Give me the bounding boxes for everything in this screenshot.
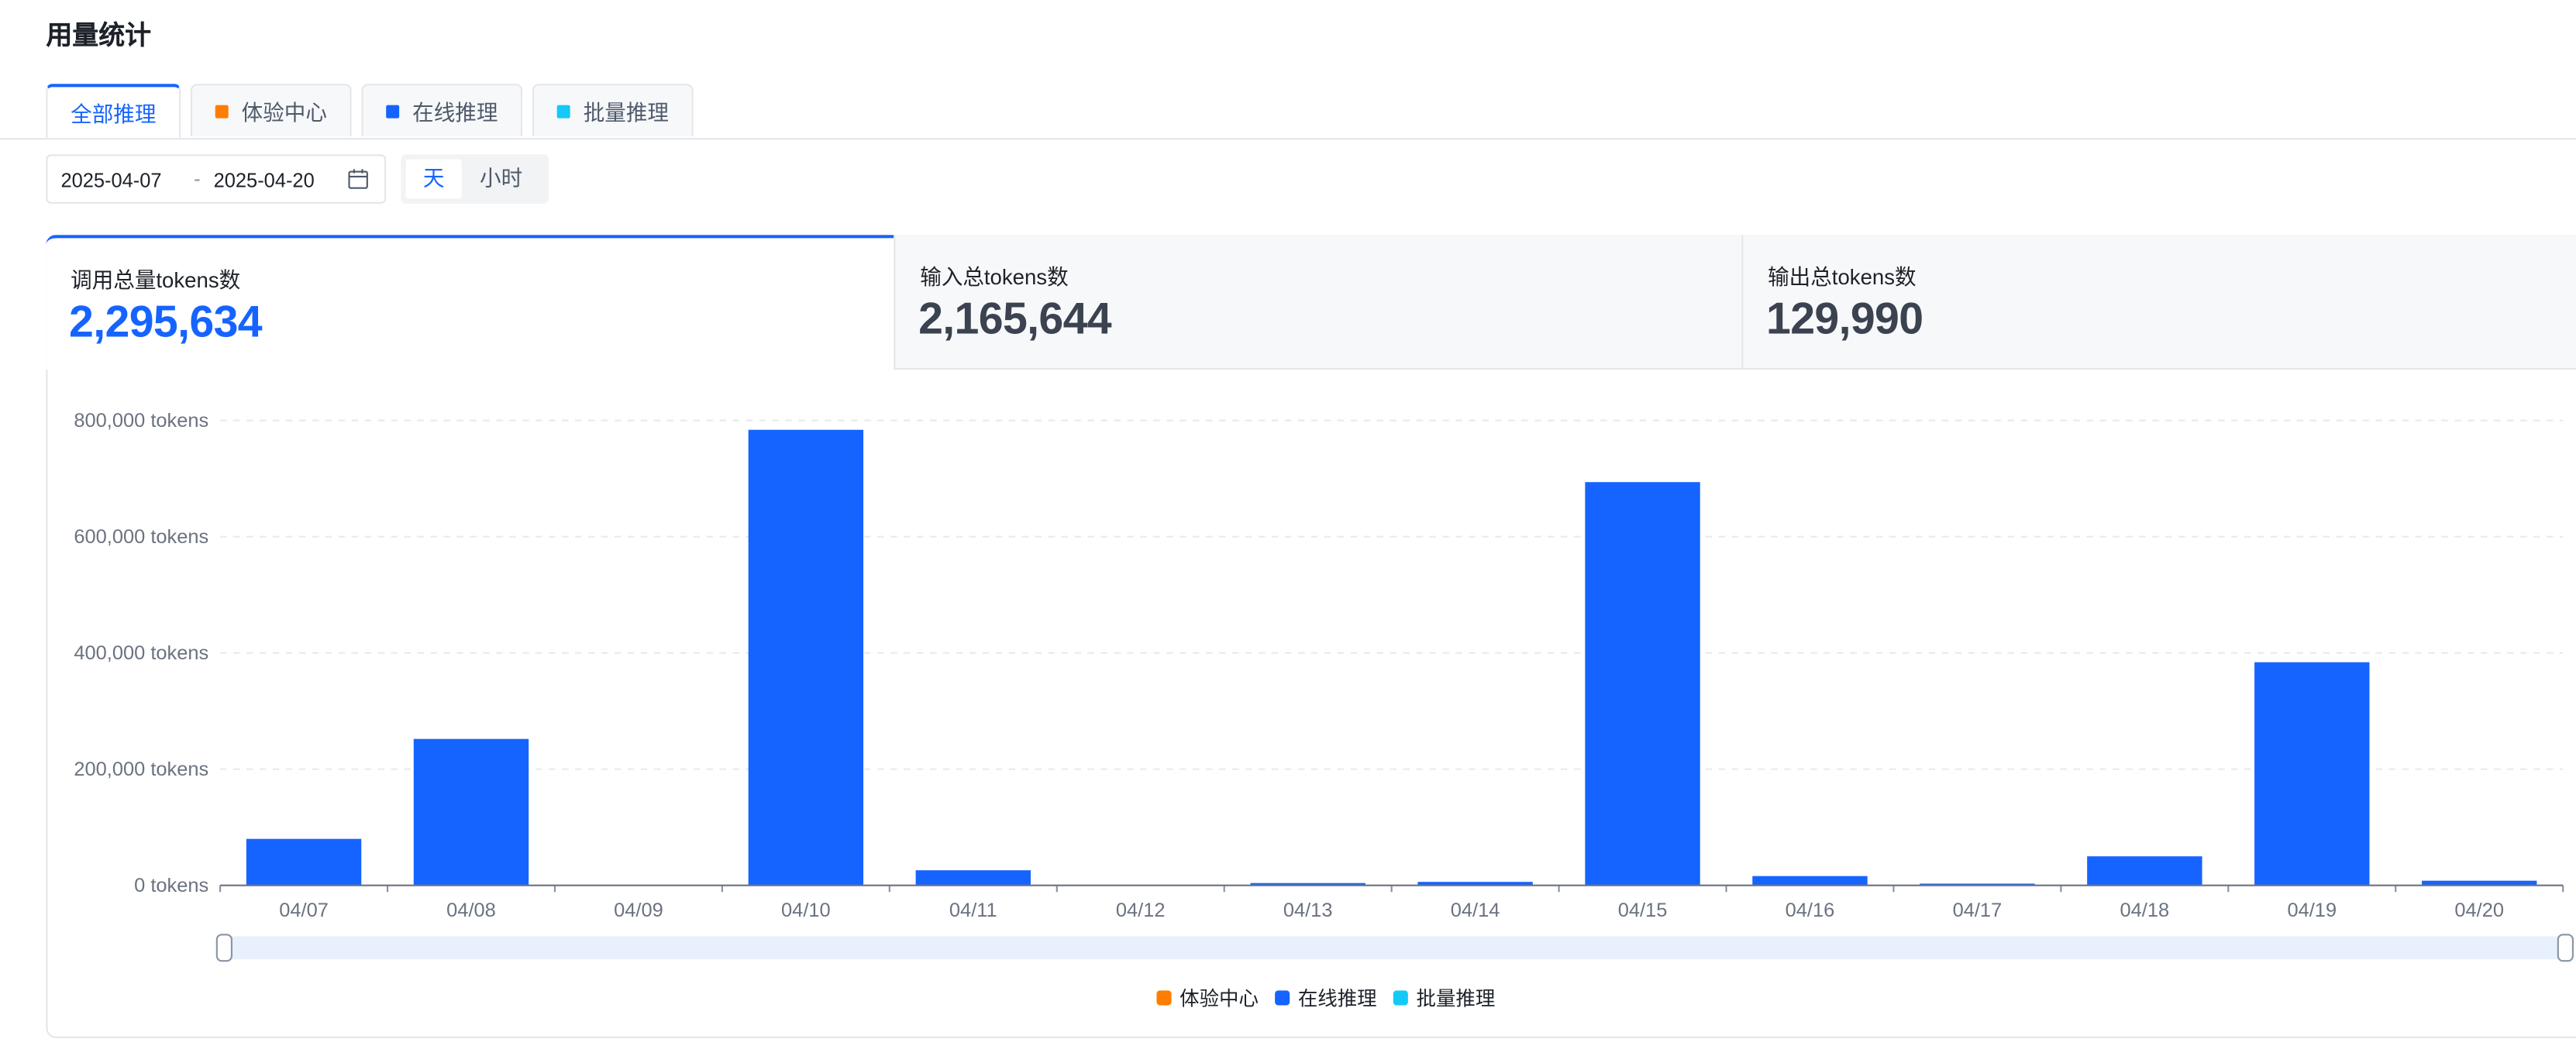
x-tick-label: 04/20 <box>2454 900 2504 921</box>
metric-label: 输入总tokens数 <box>920 264 1069 290</box>
y-tick-label: 800,000 tokens <box>74 410 208 432</box>
tab-label: 批量推理 <box>583 100 669 126</box>
bar-04-17[interactable] <box>1920 883 2035 886</box>
date-range-picker[interactable]: 2025-04-07 - 2025-04-20 <box>46 154 387 204</box>
y-tick-label: 200,000 tokens <box>74 759 208 780</box>
tab-batch-inference[interactable]: 批量推理 <box>532 84 694 136</box>
chart-legend: 体验中心 在线推理 批量推理 <box>1156 984 1511 1012</box>
end-date[interactable]: 2025-04-20 <box>213 169 315 193</box>
online-inference-swatch-icon <box>386 104 400 118</box>
y-tick-label: 600,000 tokens <box>74 526 208 548</box>
legend-item-batch-inference[interactable]: 批量推理 <box>1393 984 1495 1012</box>
metric-label: 调用总量tokens数 <box>71 267 241 293</box>
tab-label: 体验中心 <box>241 100 327 126</box>
range-slider-track[interactable] <box>220 936 2567 960</box>
chart-bars <box>246 429 2537 886</box>
x-tick-label: 04/17 <box>1953 900 2003 921</box>
legend-label: 批量推理 <box>1416 987 1496 1010</box>
metric-total-tokens[interactable]: 调用总量tokens数 2,295,634 <box>46 235 894 370</box>
bar-04-14[interactable] <box>1417 882 1533 886</box>
range-slider[interactable] <box>215 934 2574 962</box>
granularity-hour-option[interactable]: 小时 <box>480 166 523 191</box>
legend-label: 在线推理 <box>1297 987 1377 1010</box>
range-slider-right-handle[interactable] <box>2557 934 2574 962</box>
legend-label: 体验中心 <box>1180 987 1259 1010</box>
granularity-day-option[interactable]: 天 <box>405 159 462 199</box>
tab-experience-center[interactable]: 体验中心 <box>190 84 352 136</box>
start-date[interactable]: 2025-04-07 <box>60 169 162 193</box>
tab-label: 全部推理 <box>71 102 157 127</box>
batch-inference-swatch-icon <box>556 104 570 118</box>
x-tick-label: 04/11 <box>949 900 997 921</box>
legend-item-online-inference[interactable]: 在线推理 <box>1275 984 1377 1012</box>
granularity-toggle: 天 小时 <box>401 154 549 204</box>
legend-swatch-icon <box>1156 990 1172 1006</box>
date-separator: - <box>194 167 201 191</box>
x-tick-label: 04/10 <box>781 900 831 921</box>
x-tick-label: 04/16 <box>1786 900 1835 921</box>
bar-04-19[interactable] <box>2254 662 2370 886</box>
bar-04-16[interactable] <box>1752 876 1868 886</box>
chart-grid <box>220 419 2564 770</box>
bar-04-08[interactable] <box>413 738 529 886</box>
x-tick-label: 04/18 <box>2120 900 2170 921</box>
bar-04-11[interactable] <box>915 870 1031 886</box>
y-tick-label: 0 tokens <box>134 875 208 896</box>
page-title: 用量统计 <box>46 22 152 51</box>
bar-04-18[interactable] <box>2087 856 2202 886</box>
x-axis-ticks: 04/07 04/08 04/09 04/10 04/11 04/12 04/13 04/14… <box>219 885 2564 921</box>
y-axis-ticks: 0 tokens 200,000 tokens 400,000 tokens 600,… <box>74 410 208 896</box>
bar-04-20[interactable] <box>2422 880 2537 886</box>
bar-04-07[interactable] <box>246 838 362 886</box>
x-tick-label: 04/12 <box>1116 900 1166 921</box>
source-tabs: 全部推理 体验中心 在线推理 批量推理 <box>46 84 703 139</box>
metric-label: 输出总tokens数 <box>1768 264 1917 290</box>
x-tick-label: 04/15 <box>1618 900 1668 921</box>
tab-online-inference[interactable]: 在线推理 <box>361 84 523 136</box>
x-tick-label: 04/14 <box>1451 900 1500 921</box>
x-tick-label: 04/07 <box>279 900 329 921</box>
bar-04-13[interactable] <box>1250 883 1365 886</box>
x-tick-label: 04/08 <box>446 900 496 921</box>
experience-center-swatch-icon <box>215 104 229 118</box>
x-tick-label: 04/13 <box>1283 900 1333 921</box>
bar-04-10[interactable] <box>748 429 864 886</box>
metric-input-tokens[interactable]: 输入总tokens数 2,165,644 <box>894 235 1742 370</box>
metric-output-tokens[interactable]: 输出总tokens数 129,990 <box>1741 235 2576 370</box>
metric-value: 2,165,644 <box>918 294 1112 344</box>
metric-value: 2,295,634 <box>69 297 263 347</box>
x-tick-label: 04/19 <box>2287 900 2337 921</box>
y-tick-label: 400,000 tokens <box>74 642 208 664</box>
tab-all-inference[interactable]: 全部推理 <box>46 84 181 139</box>
legend-swatch-icon <box>1275 990 1290 1006</box>
x-tick-label: 04/09 <box>614 900 663 921</box>
tab-label: 在线推理 <box>412 100 498 126</box>
bar-04-15[interactable] <box>1585 482 1700 886</box>
metric-value: 129,990 <box>1765 294 1923 344</box>
tabs-divider <box>0 138 2576 140</box>
legend-swatch-icon <box>1393 990 1408 1006</box>
range-slider-left-handle[interactable] <box>215 934 232 962</box>
legend-item-experience-center[interactable]: 体验中心 <box>1156 984 1259 1012</box>
calendar-icon[interactable] <box>346 167 370 191</box>
